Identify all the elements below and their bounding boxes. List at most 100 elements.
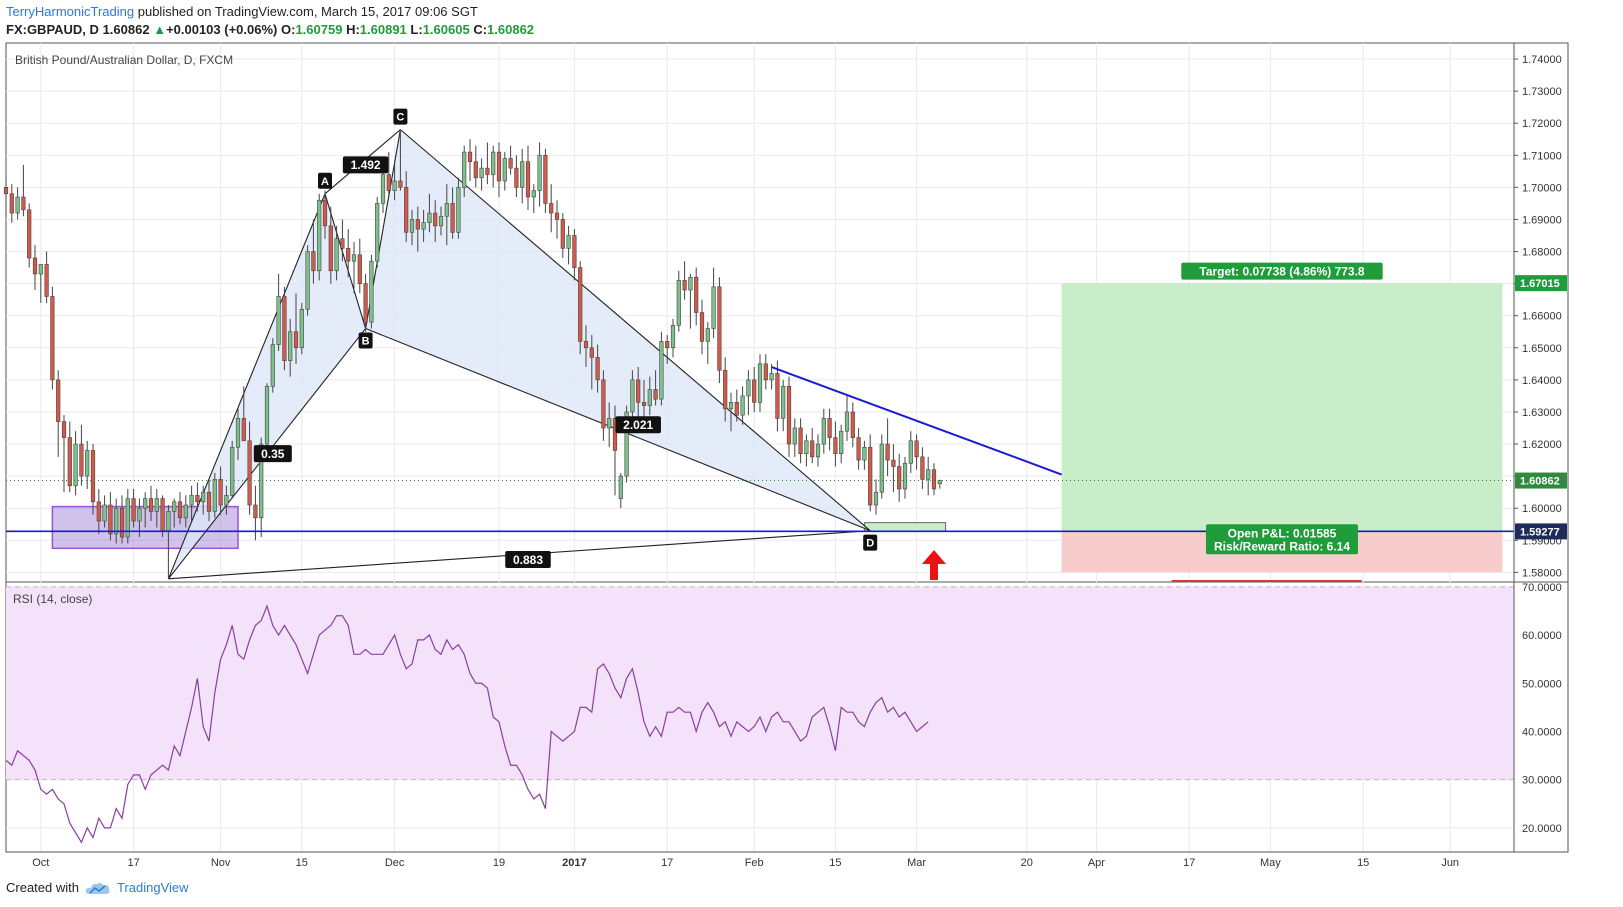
open-pnl-label: Open P&L: 0.01585 [1228, 526, 1337, 540]
candle-body [85, 450, 90, 477]
price-tick-label: 1.68000 [1522, 247, 1562, 259]
candle-body [525, 161, 531, 198]
candle-body [293, 331, 299, 349]
tradingview-brand[interactable]: TradingView [116, 880, 189, 895]
candle-body [578, 267, 583, 342]
candle-body [56, 379, 61, 422]
candle-body [9, 193, 14, 214]
high-label: H: [346, 22, 360, 37]
candle-body [937, 480, 942, 485]
candle-body [276, 296, 281, 345]
pattern-point-c: C [396, 112, 404, 124]
annotation-labels: A B C D 1.492 0.35 2.021 0.883 Target: 0.07738 (… [253, 108, 1567, 569]
bcd-triangle [365, 129, 871, 531]
candle-body [879, 443, 884, 493]
candle-body [317, 199, 322, 272]
candle-body [392, 180, 397, 191]
candle-body [282, 296, 287, 361]
leg-ab [324, 193, 367, 329]
pattern-point-c-bg [393, 108, 408, 125]
candle-body [827, 418, 832, 438]
candle-body [119, 507, 125, 538]
candle-body [601, 379, 606, 429]
candle-body [583, 341, 589, 349]
rsi-tick-label: 40.0000 [1522, 726, 1562, 738]
candle-body [427, 212, 432, 223]
low-label: L: [410, 22, 423, 37]
price-tick-label: 1.72000 [1522, 118, 1562, 130]
candle-body [815, 443, 821, 458]
descending-trendline [771, 366, 1062, 476]
price-tick-label: 1.65000 [1522, 343, 1562, 355]
price-chart-title: British Pound/Australian Dollar, D, FXCM [15, 53, 233, 67]
candle-body [699, 312, 705, 342]
candle-body [665, 341, 670, 349]
candle-body [148, 498, 154, 512]
candle-body [438, 215, 444, 227]
candle-body [554, 212, 560, 220]
price-tick-label: 1.63000 [1522, 407, 1562, 419]
time-tick-label: May [1260, 857, 1281, 869]
last-price: 1.60862 [102, 22, 150, 37]
candle-body [357, 254, 362, 284]
candle-body [856, 437, 861, 461]
price-tick-label: 1.60000 [1522, 503, 1562, 515]
candle-body [897, 466, 902, 490]
time-tick-label: 19 [493, 857, 505, 869]
created-with-text: Created with [6, 880, 79, 895]
candle-body [415, 219, 420, 230]
price-tick-label: 1.71000 [1522, 150, 1562, 162]
candle-body [375, 203, 380, 262]
candle-body [299, 308, 304, 349]
candle-body [572, 235, 577, 268]
price-tag-bg [1515, 472, 1567, 489]
candle-body [212, 479, 217, 512]
candle-body [833, 437, 838, 454]
candle-body [473, 161, 478, 179]
candle-body [589, 347, 594, 358]
candle-body [166, 511, 171, 531]
candle-body [67, 437, 72, 487]
rsi-chart-title: RSI (14, close) [13, 592, 92, 606]
candle-body [479, 167, 484, 179]
fib-ratio-label-bg [253, 445, 292, 463]
candle-body [810, 440, 815, 458]
candle-body [670, 325, 676, 349]
candle-body [636, 379, 641, 403]
candle-body [630, 379, 635, 413]
pattern-point-d-bg [863, 534, 878, 551]
candle-body [102, 504, 107, 522]
author-link[interactable]: TerryHarmonicTrading [6, 4, 135, 19]
candle-body [931, 469, 937, 490]
axes: 1.580001.590001.600001.610001.620001.630… [32, 54, 1562, 869]
price-tag: 1.59277 [1520, 526, 1560, 538]
time-tick-label: 20 [1021, 857, 1033, 869]
candle-body [786, 385, 792, 445]
candle-body [160, 498, 165, 531]
target-label: Target: 0.07738 (4.86%) 773.8 [1199, 264, 1365, 278]
candle-body [462, 151, 467, 188]
candle-body [131, 498, 136, 522]
time-tick-label: Oct [32, 857, 49, 869]
open-label: O: [281, 22, 296, 37]
target-zone [1061, 283, 1503, 532]
price-tick-label: 1.62000 [1522, 439, 1562, 451]
candle-body [189, 495, 194, 506]
candle-body [618, 475, 623, 499]
candle-body [514, 167, 519, 188]
candle-body [537, 154, 542, 191]
fib-ratio-label-bg [615, 416, 661, 434]
candle-body [792, 427, 797, 445]
candle-body [676, 280, 681, 326]
candle-body [908, 440, 913, 464]
candle-body [247, 440, 252, 506]
time-tick-label: 2017 [562, 857, 586, 869]
time-tick-label: Apr [1088, 857, 1105, 869]
candle-body [108, 504, 113, 535]
candle-body [398, 180, 403, 188]
time-tick-label: 15 [296, 857, 308, 869]
price-tag-bg [1515, 275, 1567, 292]
candle-body [850, 411, 855, 438]
candle-body [340, 238, 345, 249]
